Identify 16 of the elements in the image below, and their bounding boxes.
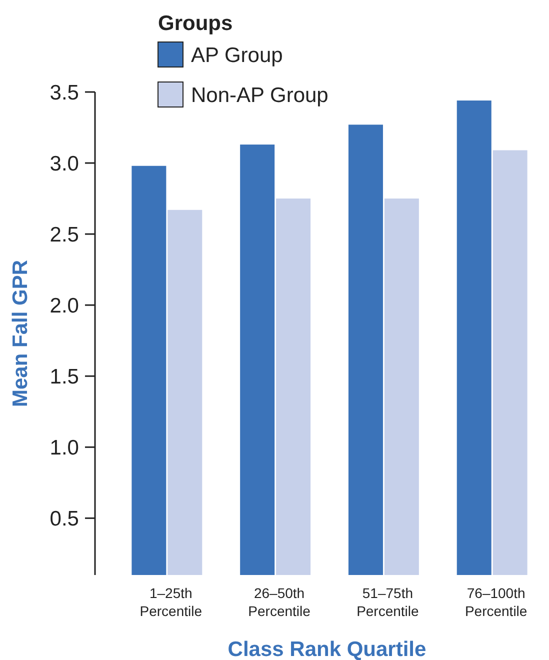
legend-title: Groups [158,12,233,35]
x-tick-label: 51–75th Percentile [356,585,420,619]
y-tick-label: 1.0 [50,436,79,460]
y-tick-label: 3.0 [50,152,79,176]
legend-label: AP Group [191,44,283,67]
y-tick-label: 0.5 [50,508,79,531]
y-axis-title: Mean Fall GPR [9,260,32,408]
y-tick-label: 2.0 [50,294,79,318]
y-tick-label: 1.5 [50,365,79,388]
legend-label: Non-AP Group [191,84,328,107]
y-tick-label: 2.5 [50,223,79,246]
x-tick-label: 76–100th Percentile [464,585,528,619]
x-tick-label: 26–50th Percentile [248,585,311,619]
x-tick-label: 1–25th Percentile [140,585,202,619]
x-axis-title: Class Rank Quartile [228,638,426,660]
y-tick-label: 3.5 [50,81,79,104]
